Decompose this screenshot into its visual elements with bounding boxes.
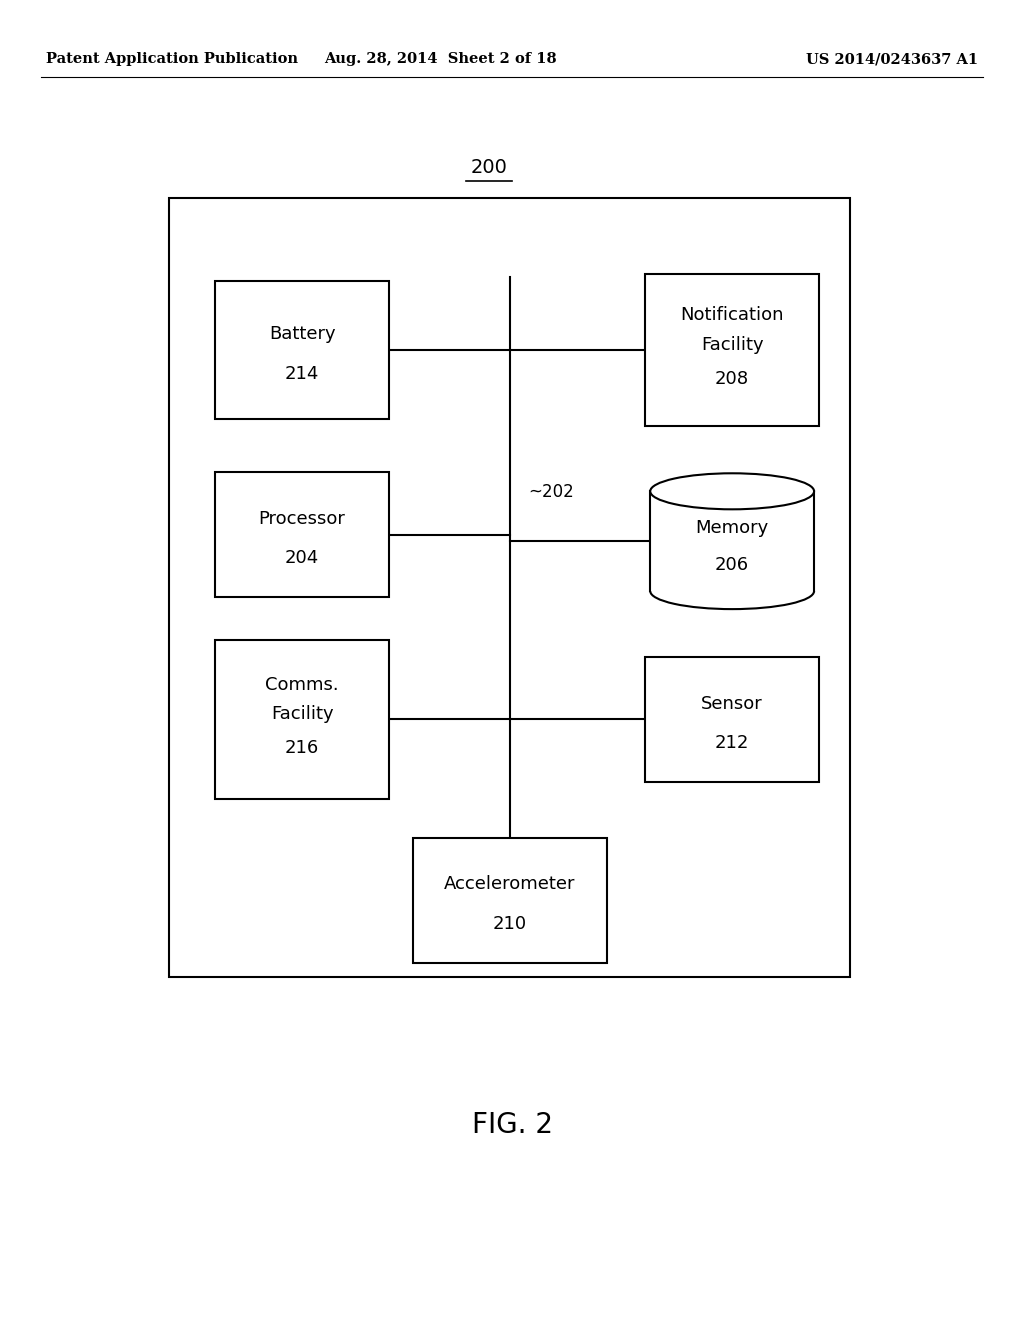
FancyBboxPatch shape [215,281,389,420]
Text: 214: 214 [285,364,319,383]
Text: 210: 210 [493,915,527,933]
Text: Patent Application Publication: Patent Application Publication [46,53,298,66]
Text: FIG. 2: FIG. 2 [471,1110,553,1139]
Text: US 2014/0243637 A1: US 2014/0243637 A1 [806,53,978,66]
Text: 212: 212 [715,734,750,752]
Text: Battery: Battery [268,325,336,343]
Text: ~202: ~202 [528,483,574,500]
Text: 206: 206 [715,556,750,574]
FancyBboxPatch shape [215,473,389,597]
Text: Accelerometer: Accelerometer [444,875,575,894]
Text: Aug. 28, 2014  Sheet 2 of 18: Aug. 28, 2014 Sheet 2 of 18 [324,53,557,66]
Text: Facility: Facility [270,705,334,723]
Bar [650,491,814,591]
Text: Memory: Memory [695,519,769,537]
Ellipse shape [650,474,814,510]
FancyBboxPatch shape [169,198,850,977]
FancyBboxPatch shape [645,275,819,425]
Text: Processor: Processor [259,510,345,528]
Text: Comms.: Comms. [265,676,339,694]
Text: 200: 200 [471,158,508,177]
Text: 204: 204 [285,549,319,568]
Text: Sensor: Sensor [701,694,763,713]
Text: Notification: Notification [680,306,784,325]
Text: 216: 216 [285,739,319,758]
FancyBboxPatch shape [645,656,819,781]
FancyBboxPatch shape [413,837,607,964]
Text: 208: 208 [715,370,750,388]
FancyBboxPatch shape [215,640,389,799]
Text: Facility: Facility [700,335,764,354]
